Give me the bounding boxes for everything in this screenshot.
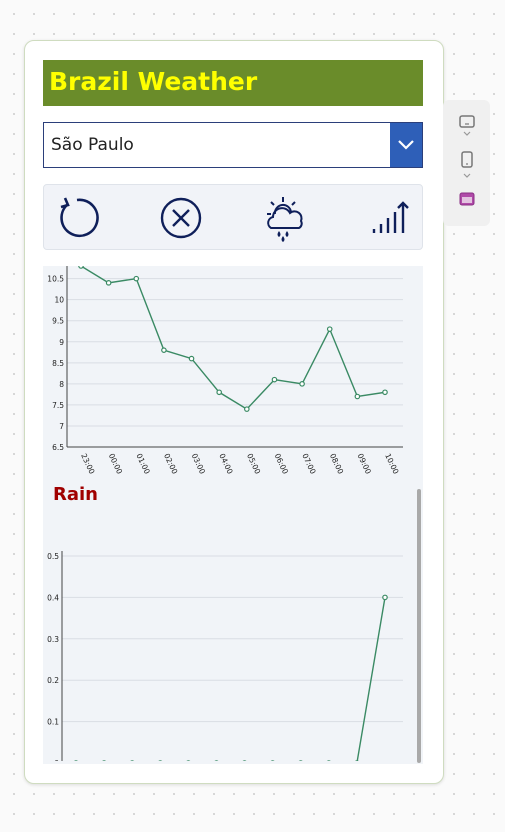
x-tick-label: 23:00 <box>79 452 96 476</box>
data-point <box>105 280 112 286</box>
weather-button[interactable] <box>260 193 310 243</box>
refresh-button[interactable] <box>52 193 102 243</box>
location-dropdown[interactable]: São Paulo <box>43 122 423 168</box>
series-line <box>80 266 386 411</box>
weather-app-card: Brazil Weather São Paulo <box>24 40 444 784</box>
tablet-layout-button[interactable] <box>443 114 490 138</box>
data-point <box>326 326 333 332</box>
data-point <box>161 347 167 353</box>
y-tick-label: 9.5 <box>52 317 64 326</box>
clear-button[interactable] <box>156 193 206 243</box>
y-tick-label: 0.4 <box>47 593 59 602</box>
chevron-down-icon <box>398 140 414 150</box>
y-tick-label: 0.2 <box>47 676 59 685</box>
y-tick-label: 0.5 <box>47 552 59 561</box>
x-tick-label: 01:00 <box>134 452 151 476</box>
refresh-icon <box>60 197 99 238</box>
phone-layout-button[interactable] <box>443 150 490 180</box>
rain-chart-title: Rain <box>53 484 98 505</box>
data-point <box>133 275 140 282</box>
x-tick-label: 00:00 <box>107 452 124 476</box>
tablet-icon <box>458 115 475 136</box>
y-tick-label: 6.5 <box>52 443 64 452</box>
data-point <box>382 389 388 396</box>
y-tick-label: 8 <box>59 380 64 389</box>
y-tick-label: 10.5 <box>47 275 64 284</box>
x-tick-label: 02:00 <box>162 452 179 476</box>
location-dropdown-value: São Paulo <box>51 135 134 155</box>
x-tick-label: 08:00 <box>328 452 345 476</box>
series-line <box>356 597 386 761</box>
app-screen-icon <box>459 192 474 206</box>
y-tick-label: 7 <box>59 422 64 431</box>
temperature-chart: 6.5 7 7.5 8 8.5 9 9.5 10 10.5 23:00 00:00 01:00 02:0… <box>47 266 403 476</box>
chart-button[interactable] <box>364 193 414 243</box>
title-bar: Brazil Weather <box>43 60 423 106</box>
x-tick-label: 05:00 <box>245 452 262 476</box>
y-tick-label: 0.1 <box>47 718 59 727</box>
y-tick-label: 8.5 <box>52 359 64 368</box>
y-tick-label: 9 <box>59 338 64 347</box>
charts-gallery[interactable]: 6.5 7 7.5 8 8.5 9 9.5 10 10.5 23:00 00:00 01:00 02:0… <box>43 266 423 764</box>
data-point <box>271 376 278 383</box>
data-point <box>382 594 388 601</box>
y-tick-label: 10 <box>54 296 64 305</box>
data-point <box>78 266 84 269</box>
phone-icon <box>460 151 473 178</box>
data-point <box>188 355 195 362</box>
data-point <box>216 389 222 396</box>
device-side-panel <box>443 100 490 226</box>
x-tick-label: 03:00 <box>190 452 207 476</box>
app-screen-button[interactable] <box>443 190 490 208</box>
y-tick-label: 0.3 <box>47 635 59 644</box>
y-tick-label: 0 <box>54 759 59 761</box>
rain-chart: 00.10.20.30.40.523:0000:0001:0002:0003:0… <box>47 551 403 761</box>
x-tick-label: 07:00 <box>300 452 317 476</box>
x-tick-label: 09:00 <box>356 452 373 476</box>
x-tick-label: 04:00 <box>217 452 234 476</box>
weather-icon <box>267 197 303 242</box>
clear-icon <box>160 197 202 239</box>
x-tick-label: 10:00 <box>383 452 400 476</box>
data-point <box>244 406 250 412</box>
x-tick-label: 06:00 <box>273 452 290 476</box>
app-title: Brazil Weather <box>49 67 258 96</box>
signal-chart-icon <box>372 201 409 233</box>
dropdown-toggle-button[interactable] <box>390 123 422 167</box>
toolbar <box>43 184 423 250</box>
data-point <box>354 393 361 400</box>
data-point <box>299 381 305 387</box>
gallery-scrollbar[interactable] <box>417 489 421 763</box>
y-tick-label: 7.5 <box>52 401 64 410</box>
